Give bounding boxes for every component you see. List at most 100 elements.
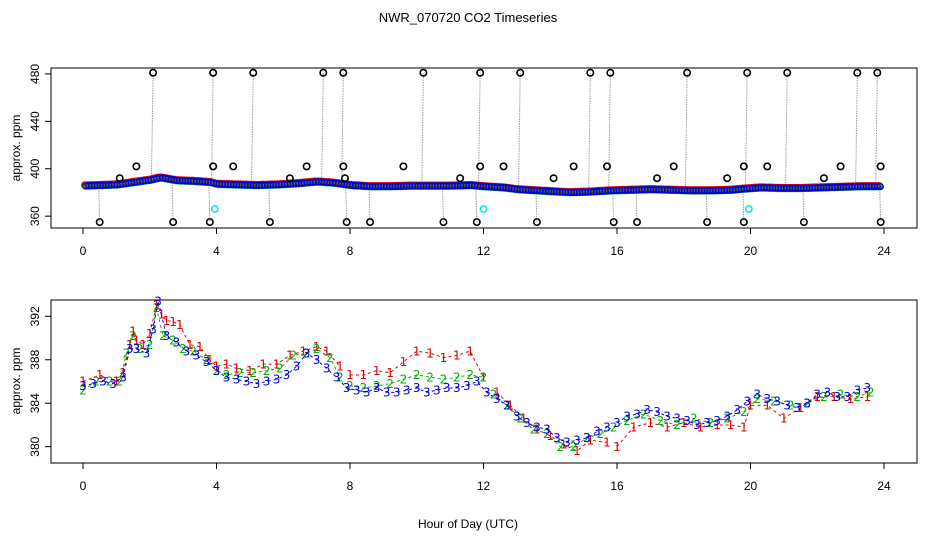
series-3-point: 3 — [673, 412, 681, 426]
outlier-high-point — [339, 68, 348, 77]
outlier-high-point — [783, 68, 792, 77]
series-1-point: 1 — [286, 349, 294, 363]
series-3-point: 3 — [403, 383, 411, 397]
series-3-point: 3 — [753, 388, 761, 402]
x-tick-label: 24 — [877, 479, 891, 493]
top-baseline-point — [873, 182, 882, 191]
series-1-point: 1 — [780, 412, 788, 426]
series-3-point: 3 — [109, 377, 117, 391]
series-1-point: 1 — [206, 353, 214, 367]
series-1-point: 1 — [153, 299, 161, 313]
series-3-point: 3 — [793, 401, 801, 415]
series-1-point: 1 — [126, 338, 134, 352]
series-2-point: 2 — [236, 366, 244, 380]
series-1-point: 1 — [863, 390, 871, 404]
series-3-point: 3 — [89, 377, 97, 391]
series-1-point: 1 — [400, 355, 408, 369]
series-3-point: 3 — [263, 375, 271, 389]
outlier-mid-point — [499, 162, 508, 171]
y-tick-label: 400 — [28, 158, 42, 178]
series-3-point: 3 — [683, 414, 691, 428]
series-1-point: 1 — [630, 420, 638, 434]
x-tick-label: 12 — [477, 244, 491, 258]
series-3-point: 3 — [333, 370, 341, 384]
x-axis-label: Hour of Day (UTC) — [418, 517, 518, 531]
series-2-point: 2 — [556, 440, 564, 454]
outlier-mid-point — [209, 162, 218, 171]
outlier-low-point — [95, 218, 104, 227]
series-1-point: 1 — [727, 418, 735, 432]
series-1-point: 1 — [176, 318, 184, 332]
series-3-point: 3 — [193, 349, 201, 363]
outlier-dropline — [802, 188, 805, 223]
series-2-point: 2 — [123, 346, 131, 360]
outlier-dropline — [612, 190, 615, 223]
series-2-point: 2 — [570, 440, 578, 454]
series-1-point: 1 — [313, 340, 321, 354]
series-3-point: 3 — [543, 423, 551, 437]
series-2-point: 2 — [400, 373, 408, 387]
series-1-point: 1 — [453, 349, 461, 363]
series-3-point: 3 — [143, 346, 151, 360]
series-3-point: 3 — [783, 399, 791, 413]
series-1-point: 1 — [259, 357, 267, 371]
outlier-dropline — [535, 190, 538, 223]
series-1-point: 1 — [336, 359, 344, 373]
series-2-point: 2 — [657, 414, 665, 428]
series-2-point: 2 — [453, 370, 461, 384]
series-2-point: 2 — [213, 364, 221, 378]
series-2-point: 2 — [623, 414, 631, 428]
outlier-mid-point — [302, 162, 311, 171]
outlier-mid-point — [132, 162, 141, 171]
series-3-point: 3 — [154, 294, 162, 308]
series-3-point: 3 — [723, 409, 731, 423]
series-3-point: 3 — [853, 383, 861, 397]
series-3-point: 3 — [133, 342, 141, 356]
outlier-dropline — [744, 72, 748, 189]
outlier-high-point — [476, 68, 485, 77]
series-3-point: 3 — [743, 394, 751, 408]
outlier-mid-point — [476, 162, 485, 171]
series-3-point: 3 — [703, 416, 711, 430]
outlier-dropline — [475, 185, 478, 223]
outlier-dropline — [171, 179, 174, 223]
series-1-line — [350, 350, 484, 378]
series-1-point: 1 — [273, 357, 281, 371]
series-1-point: 1 — [546, 429, 554, 443]
y-tick-label: 360 — [28, 206, 42, 226]
series-2-point: 2 — [116, 375, 124, 389]
outlier-mid-point — [876, 162, 885, 171]
figure-title: NWR_070720 CO2 Timeseries — [379, 10, 558, 25]
series-2-point: 2 — [723, 412, 731, 426]
series-3-point: 3 — [563, 436, 571, 450]
series-2-point: 2 — [326, 351, 334, 365]
outlier-dropline — [421, 72, 424, 186]
series-3-point: 3 — [603, 420, 611, 434]
outlier-low-point — [633, 218, 642, 227]
series-1-point: 1 — [560, 438, 568, 452]
series-1-point: 1 — [520, 412, 528, 426]
outlier-dropline — [875, 72, 878, 187]
series-3-point: 3 — [653, 405, 661, 419]
series-1-point: 1 — [246, 364, 254, 378]
series-3-point: 3 — [613, 416, 621, 430]
series-3-point: 3 — [433, 383, 441, 397]
outlier-high-point — [606, 68, 615, 77]
series-2-point: 2 — [289, 349, 297, 363]
outlier-mid-point — [549, 174, 558, 183]
outlier-mid-point — [285, 174, 294, 183]
series-2-point: 2 — [770, 394, 778, 408]
series-2-point: 2 — [373, 379, 381, 393]
series-3-point: 3 — [553, 431, 561, 445]
series-3-point: 3 — [79, 379, 87, 393]
series-2-line — [349, 374, 484, 389]
series-2-line — [493, 391, 871, 448]
outlier-mid-point — [399, 162, 408, 171]
outlier-dropline — [879, 186, 882, 223]
series-1-point: 1 — [146, 327, 154, 341]
x-tick-label: 0 — [80, 244, 87, 258]
series-3-point: 3 — [313, 353, 321, 367]
series-1-point: 1 — [847, 392, 855, 406]
outlier-low-point — [169, 218, 178, 227]
